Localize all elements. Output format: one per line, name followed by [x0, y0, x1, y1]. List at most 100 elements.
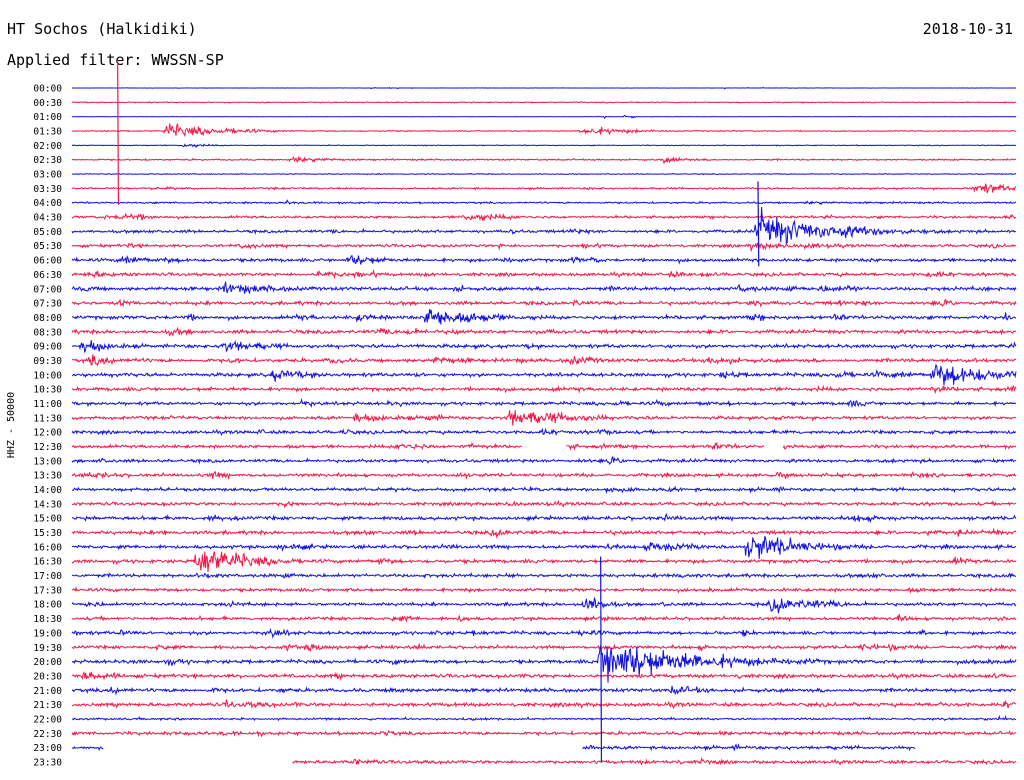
trace-0830	[71, 326, 1017, 337]
row-label: 19:00	[33, 628, 62, 639]
row-label: 11:00	[33, 399, 62, 410]
row-label: 12:30	[33, 442, 62, 453]
trace-2000	[71, 645, 1017, 683]
trace-2100	[71, 685, 1017, 696]
trace-1530	[72, 527, 1017, 539]
row-label: 05:30	[33, 241, 62, 252]
trace-1330	[71, 470, 1017, 481]
spike-mark	[117, 59, 120, 205]
trace-0430	[71, 212, 1017, 222]
row-label: 01:30	[33, 127, 62, 138]
trace-0600	[71, 255, 1017, 265]
trace-2130	[72, 699, 1016, 710]
row-label: 02:00	[33, 141, 62, 152]
row-label: 04:30	[33, 213, 62, 224]
trace-0630	[71, 268, 1017, 279]
row-label: 15:30	[33, 528, 62, 539]
trace-0030	[71, 100, 1016, 104]
channel-label: HHZ - 50000	[6, 392, 17, 458]
trace-1830	[71, 614, 1017, 623]
trace-1030	[71, 384, 1017, 395]
trace-1100	[71, 397, 1016, 409]
row-label: 22:30	[33, 729, 62, 740]
row-label: 23:30	[33, 757, 62, 768]
trace-0000	[72, 86, 1016, 90]
row-label: 13:30	[33, 471, 62, 482]
row-label: 04:00	[33, 198, 62, 209]
trace-0730	[71, 298, 1017, 308]
row-label: 07:30	[33, 299, 62, 310]
row-label: 10:00	[33, 370, 62, 381]
trace-2330	[292, 757, 1017, 766]
row-label: 19:30	[33, 643, 62, 654]
trace-0130	[72, 123, 1016, 138]
row-label: 02:30	[33, 155, 62, 166]
trace-0400	[71, 199, 1017, 206]
row-label: 10:30	[33, 385, 62, 396]
trace-1500	[71, 512, 1017, 524]
row-labels: 00:00 00:30 01:00 01:30 02:00 02:30 03:00 03:30…	[33, 84, 62, 769]
row-label: 07:00	[33, 284, 62, 295]
row-label: 20:00	[33, 657, 62, 668]
trace-0200	[71, 143, 1017, 148]
row-label: 05:00	[33, 227, 62, 238]
row-label: 06:00	[33, 256, 62, 267]
row-label: 18:00	[33, 600, 62, 611]
row-label: 11:30	[33, 413, 62, 424]
trace-0700	[71, 281, 1017, 295]
row-label: 16:00	[33, 542, 62, 553]
trace-0300	[71, 172, 1017, 176]
row-label: 12:00	[33, 428, 62, 439]
trace-0800	[72, 309, 1016, 325]
trace-1700	[71, 571, 1017, 580]
trace-1000	[71, 363, 1017, 386]
row-label: 14:00	[33, 485, 62, 496]
row-label: 08:30	[33, 327, 62, 338]
trace-2300	[71, 743, 916, 752]
row-label: 21:00	[33, 686, 62, 697]
date-label: 2018-10-31	[922, 20, 1013, 38]
trace-1930	[71, 643, 1017, 653]
trace-1200	[71, 427, 1017, 437]
row-label: 09:00	[33, 342, 62, 353]
trace-1800	[71, 596, 1017, 614]
trace-1900	[71, 627, 1017, 639]
row-label: 09:30	[33, 356, 62, 367]
trace-0330	[71, 183, 1017, 194]
trace-1630	[71, 551, 1017, 573]
trace-0900	[71, 339, 1017, 353]
row-label: 23:00	[33, 743, 62, 754]
spike-mark	[757, 181, 760, 267]
row-label: 22:00	[33, 714, 62, 725]
row-label: 17:30	[33, 585, 62, 596]
row-label: 20:30	[33, 671, 62, 682]
row-label: 00:00	[33, 84, 62, 95]
row-label: 14:30	[33, 499, 62, 510]
trace-2200	[71, 714, 1017, 722]
trace-1600	[71, 536, 1017, 559]
row-label: 00:30	[33, 98, 62, 109]
station-title: HT Sochos (Halkidiki)	[7, 20, 197, 38]
spike-mark	[600, 556, 603, 762]
row-label: 06:30	[33, 270, 62, 281]
row-label: 21:30	[33, 700, 62, 711]
row-label: 08:00	[33, 313, 62, 324]
row-label: 15:00	[33, 514, 62, 525]
row-label: 17:00	[33, 571, 62, 582]
trace-1730	[71, 586, 1017, 594]
trace-1400	[71, 485, 1017, 494]
trace-0930	[71, 354, 1017, 367]
trace-0500	[71, 206, 1017, 246]
trace-1430	[71, 499, 1017, 509]
trace-0530	[71, 241, 1017, 253]
trace-0230	[71, 155, 1017, 165]
trace-1130	[71, 410, 1017, 426]
filter-label: Applied filter: WWSSN-SP	[7, 51, 224, 69]
trace-0100	[71, 114, 1017, 120]
row-label: 13:00	[33, 456, 62, 467]
row-label: 18:30	[33, 614, 62, 625]
row-label: 16:30	[33, 557, 62, 568]
seismic-traces	[71, 59, 1017, 766]
trace-2230	[71, 729, 1017, 738]
